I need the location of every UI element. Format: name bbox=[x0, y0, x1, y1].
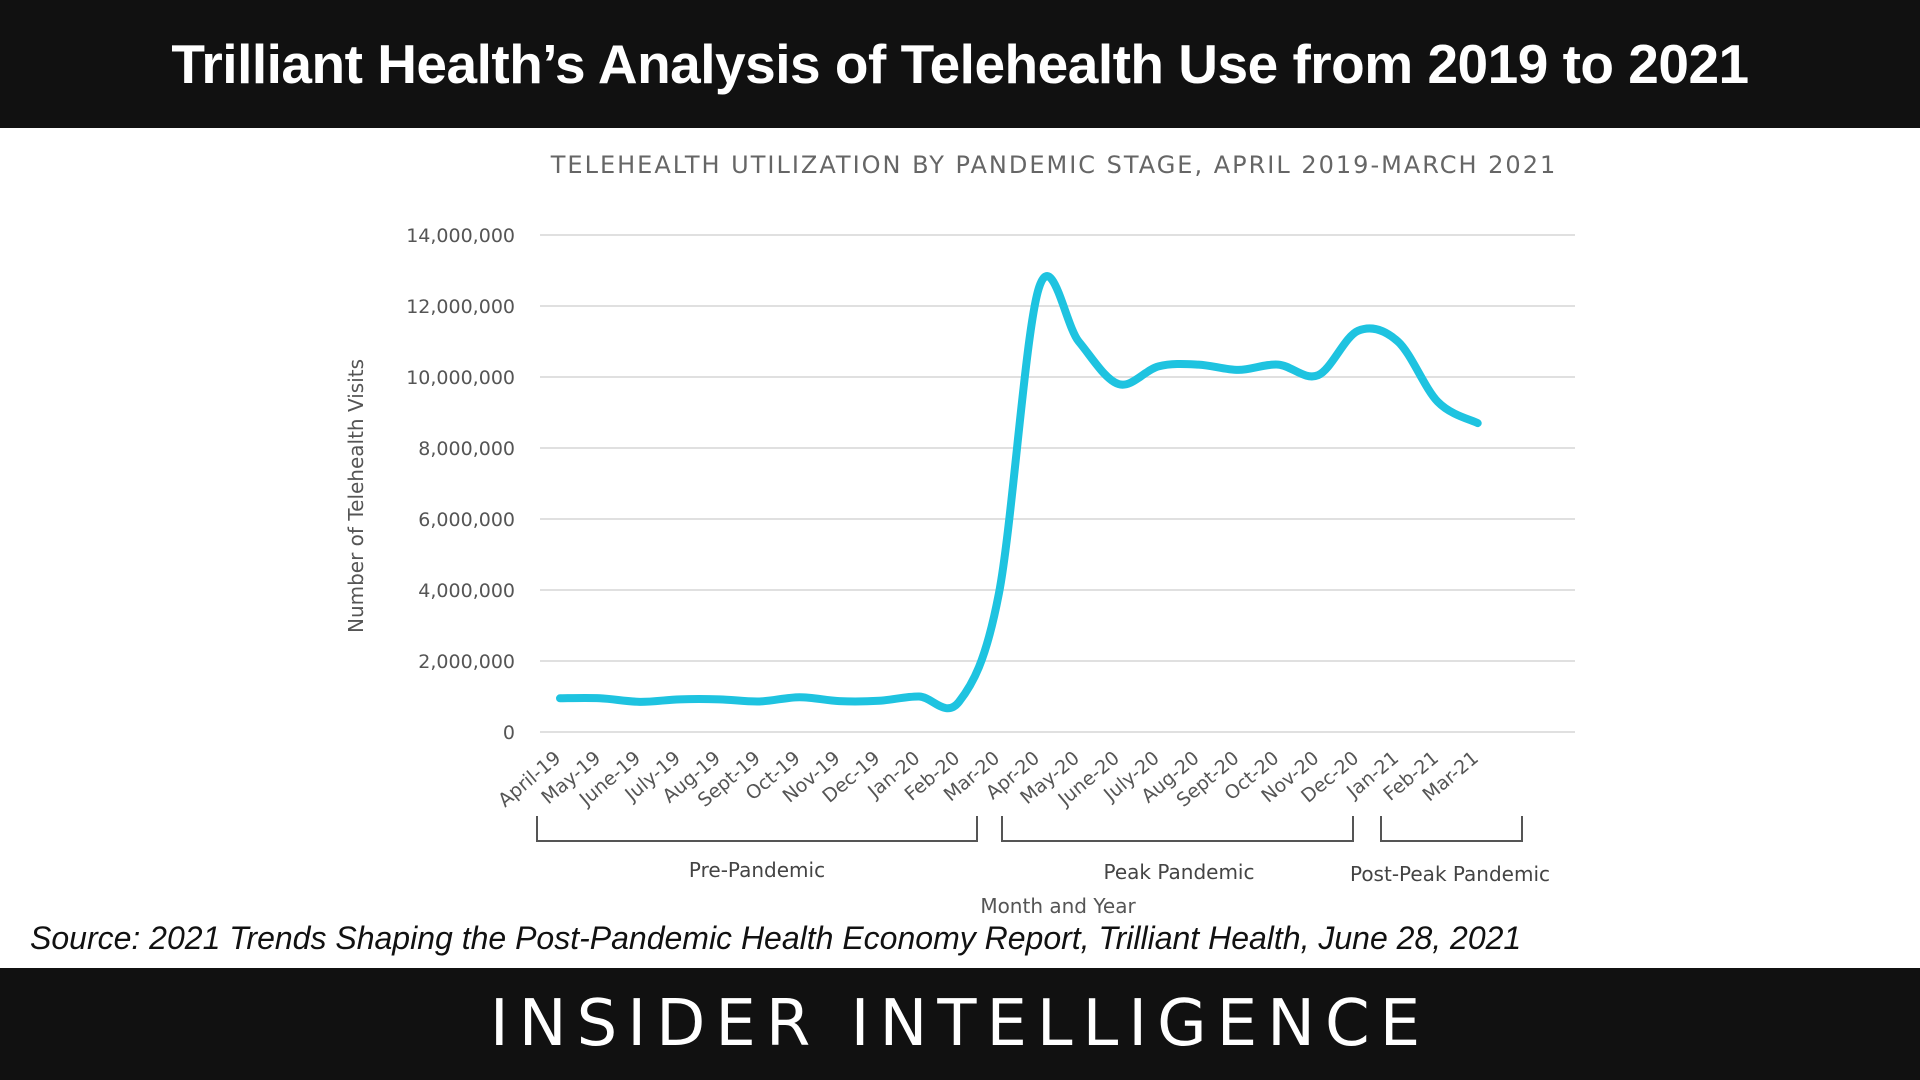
x-tick-labels: April-19May-19June-19July-19Aug-19Sept-1… bbox=[494, 747, 1483, 812]
gridlines bbox=[540, 234, 1575, 733]
y-tick-labels: 0 2,000,000 4,000,000 6,000,000 8,000,000 10,… bbox=[406, 225, 515, 744]
stage-bracket bbox=[536, 816, 978, 842]
stage-bracket bbox=[1001, 816, 1354, 842]
footer-band: INSIDER INTELLIGENCE bbox=[0, 968, 1920, 1080]
y-axis-title: Number of Telehealth Visits bbox=[344, 359, 368, 633]
stage-brackets: Pre-Pandemic Peak Pandemic Post-Peak Pande… bbox=[536, 816, 1550, 886]
y-tick-label: 10,000,000 bbox=[406, 367, 515, 389]
header-band: Trilliant Health’s Analysis of Telehealt… bbox=[0, 0, 1920, 128]
y-tick-label: 6,000,000 bbox=[418, 509, 515, 531]
stage-bracket bbox=[1380, 816, 1523, 842]
y-tick-label: 8,000,000 bbox=[418, 438, 515, 460]
stage-label: Post-Peak Pandemic bbox=[1350, 862, 1550, 886]
y-tick-label: 0 bbox=[503, 722, 515, 744]
y-tick-label: 2,000,000 bbox=[418, 651, 515, 673]
source-citation: Source: 2021 Trends Shaping the Post-Pan… bbox=[30, 920, 1522, 956]
y-tick-label: 12,000,000 bbox=[406, 296, 515, 318]
y-tick-label: 4,000,000 bbox=[418, 580, 515, 602]
chart-title: TELEHEALTH UTILIZATION BY PANDEMIC STAGE… bbox=[550, 151, 1557, 179]
stage-label: Peak Pandemic bbox=[1104, 860, 1255, 884]
series-line bbox=[556, 272, 1482, 713]
x-axis-title: Month and Year bbox=[980, 894, 1136, 918]
stage-label: Pre-Pandemic bbox=[689, 858, 825, 882]
chart: TELEHEALTH UTILIZATION BY PANDEMIC STAGE… bbox=[344, 151, 1575, 918]
brand-logo-text: INSIDER INTELLIGENCE bbox=[489, 987, 1431, 1061]
y-tick-label: 14,000,000 bbox=[406, 225, 515, 247]
page-title: Trilliant Health’s Analysis of Telehealt… bbox=[171, 33, 1749, 95]
